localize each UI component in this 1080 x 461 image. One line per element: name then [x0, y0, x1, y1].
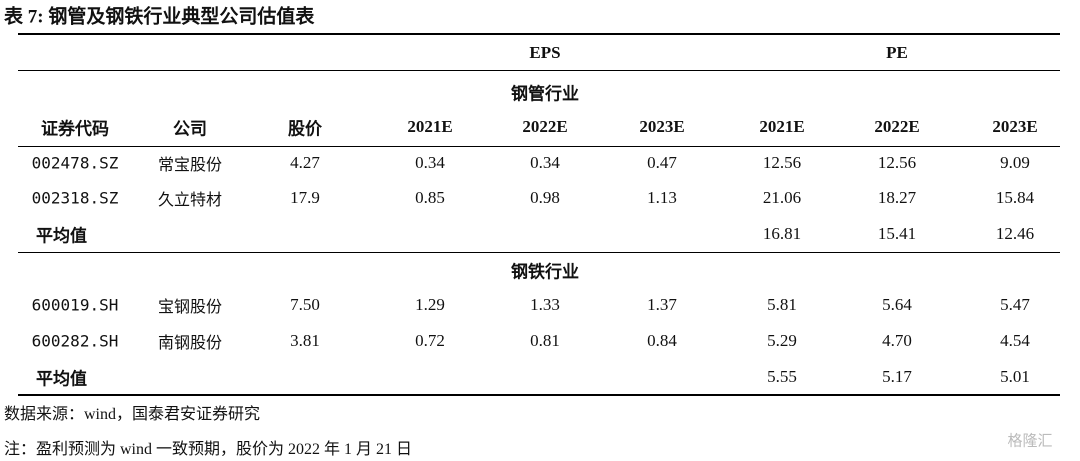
title: 表 7: 钢管及钢铁行业典型公司估值表: [4, 6, 315, 28]
rule: [18, 70, 1060, 71]
cell: 002478.SZ: [31, 153, 119, 173]
cell: 1.13: [647, 188, 677, 207]
cell: 0.47: [647, 153, 677, 172]
cell: 南钢股份: [157, 333, 223, 352]
cell: 15.84: [995, 188, 1035, 207]
cell: 5.29: [767, 331, 797, 350]
cell: 5.55: [767, 367, 797, 386]
note: 注：盈利预测为 wind 一致预期，股价为 2022 年 1 月 21 日: [4, 441, 413, 458]
cell: 0.98: [530, 188, 560, 207]
rule: [18, 146, 1060, 147]
cell: 宝钢股份: [157, 297, 223, 316]
cell: 5.64: [882, 295, 912, 314]
watermark: 格隆汇: [1007, 431, 1053, 450]
cell: 1.33: [530, 295, 560, 314]
column-header: 2023E: [639, 117, 685, 136]
rule: [18, 394, 1060, 396]
section-title: 钢铁行业: [511, 262, 579, 282]
cell: 1.37: [647, 295, 677, 314]
cell: 5.81: [767, 295, 797, 314]
column-header: 2021E: [407, 117, 453, 136]
rule: [18, 33, 1060, 35]
note: 数据来源：wind，国泰君安证券研究: [4, 406, 261, 423]
cell: 0.34: [415, 153, 445, 172]
cell: 久立特材: [157, 190, 223, 209]
cell: 17.9: [290, 188, 320, 207]
cell: 常宝股份: [157, 155, 223, 174]
cell: 600019.SH: [31, 295, 119, 315]
column-header: 股价: [288, 119, 322, 139]
column-header: 证券代码: [41, 119, 109, 139]
cell: 16.81: [762, 224, 802, 243]
cell: 0.34: [530, 153, 560, 172]
cell: 15.41: [877, 224, 917, 243]
group-header: PE: [886, 43, 908, 62]
cell: 5.01: [1000, 367, 1030, 386]
cell: 0.85: [415, 188, 445, 207]
section-title: 钢管行业: [511, 84, 579, 104]
cell: 7.50: [290, 295, 320, 314]
cell: 12.56: [762, 153, 802, 172]
column-header: 2021E: [759, 117, 805, 136]
cell: 21.06: [762, 188, 802, 207]
cell: 5.17: [882, 367, 912, 386]
cell: 600282.SH: [31, 331, 119, 351]
cell: 18.27: [877, 188, 917, 207]
cell: 1.29: [415, 295, 445, 314]
cell: 0.72: [415, 331, 445, 350]
group-header: EPS: [529, 43, 561, 62]
cell: 4.54: [1000, 331, 1030, 350]
cell: 12.46: [995, 224, 1035, 243]
cell: 12.56: [877, 153, 917, 172]
cell: 0.84: [647, 331, 677, 350]
column-header: 2022E: [874, 117, 920, 136]
cell: 3.81: [290, 331, 320, 350]
cell: 9.09: [1000, 153, 1030, 172]
cell: 4.27: [290, 153, 320, 172]
average-label: 平均值: [36, 226, 87, 246]
cell: 0.81: [530, 331, 560, 350]
cell: 002318.SZ: [31, 188, 119, 208]
cell: 5.47: [1000, 295, 1030, 314]
column-header: 2022E: [522, 117, 568, 136]
column-header: 2023E: [992, 117, 1038, 136]
column-header: 公司: [173, 119, 207, 139]
rule: [18, 252, 1060, 253]
average-label: 平均值: [36, 369, 87, 389]
cell: 4.70: [882, 331, 912, 350]
